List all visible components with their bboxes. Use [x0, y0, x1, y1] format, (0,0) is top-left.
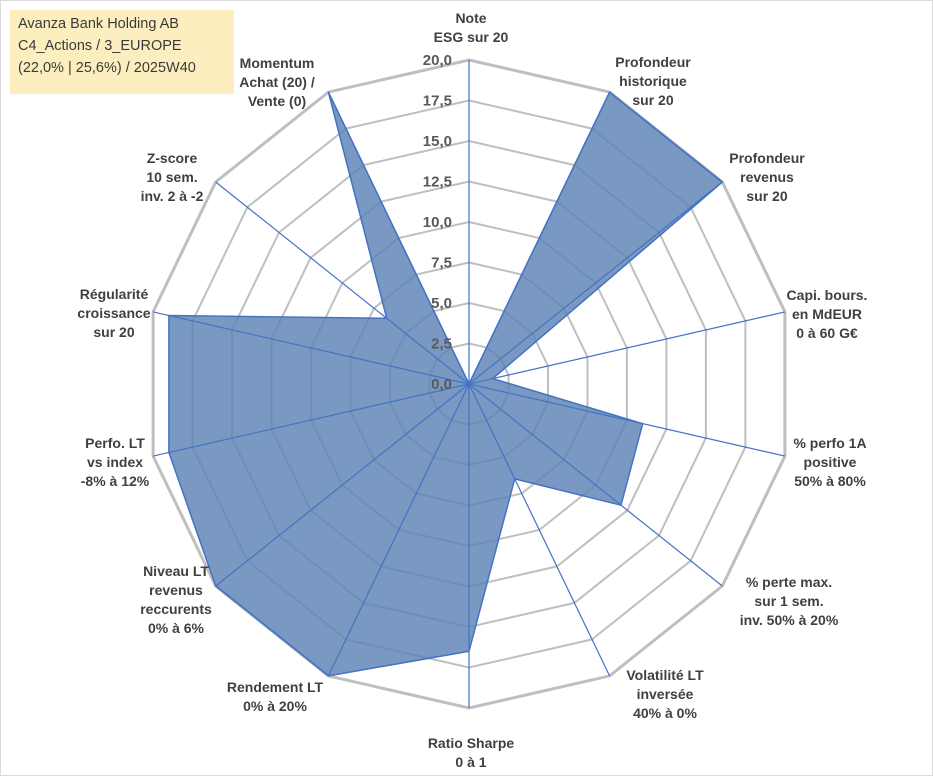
radial-tick-label: 20,0: [423, 52, 452, 69]
axis-spoke: [468, 91, 611, 385]
spoke-layer: [152, 60, 786, 708]
category-label: Profondeur historique sur 20: [615, 54, 691, 108]
category-label: Perfo. LT vs index -8% à 12%: [81, 435, 150, 489]
category-label: Niveau LT revenus reccurents 0% à 6%: [140, 563, 212, 636]
category-label: Note ESG sur 20: [434, 10, 509, 45]
axis-spoke: [468, 383, 611, 677]
category-label: Momentum Achat (20) / Vente (0): [239, 55, 315, 109]
axis-spoke: [468, 383, 723, 587]
category-label: % perte max. sur 1 sem. inv. 50% à 20%: [740, 574, 839, 628]
radial-tick-label: 12,5: [423, 174, 452, 191]
radial-tick-label: 10,0: [423, 214, 452, 231]
axis-spoke: [152, 311, 470, 385]
category-label: Volatilité LT inversée 40% à 0%: [626, 667, 704, 721]
title-line-2: C4_Actions / 3_EUROPE: [18, 38, 182, 54]
category-label: Capi. bours. en MdEUR 0 à 60 G€: [787, 287, 868, 341]
category-label: Rendement LT 0% à 20%: [227, 679, 324, 714]
axis-spoke: [215, 383, 470, 587]
radial-tick-label: 5,0: [431, 295, 452, 312]
axis-spoke: [327, 383, 470, 677]
title-line-3: (22,0% | 25,6%) / 2025W40: [18, 60, 196, 76]
category-label: Profondeur revenus sur 20: [729, 150, 805, 204]
category-label: % perfo 1A positive 50% à 80%: [793, 435, 866, 489]
category-label: Z-score 10 sem. inv. 2 à -2: [141, 150, 204, 204]
radial-tick-label: 17,5: [423, 93, 452, 110]
chart-title-box: Avanza Bank Holding AB C4_Actions / 3_EU…: [10, 10, 234, 94]
radial-tick-label: 2,5: [431, 336, 452, 353]
title-line-1: Avanza Bank Holding AB: [18, 16, 179, 32]
tick-layer: 0,0 2,5 5,0 7,5 10,0 12,5 15,0 17,5 20,0: [423, 52, 452, 393]
axis-spoke: [327, 91, 470, 385]
axis-spoke: [468, 181, 723, 385]
radial-tick-label: 15,0: [423, 133, 452, 150]
axis-spoke: [215, 181, 470, 385]
axis-spoke: [468, 311, 786, 385]
radial-tick-label: 7,5: [431, 255, 452, 272]
radial-tick-label: 0,0: [431, 376, 452, 393]
category-label: Régularité croissance sur 20: [77, 286, 150, 340]
label-layer: Note ESG sur 20 Profondeur historique sur 20…: [77, 10, 867, 770]
axis-spoke: [152, 383, 470, 457]
category-label: Ratio Sharpe 0 à 1: [428, 735, 515, 770]
axis-spoke: [468, 383, 786, 457]
